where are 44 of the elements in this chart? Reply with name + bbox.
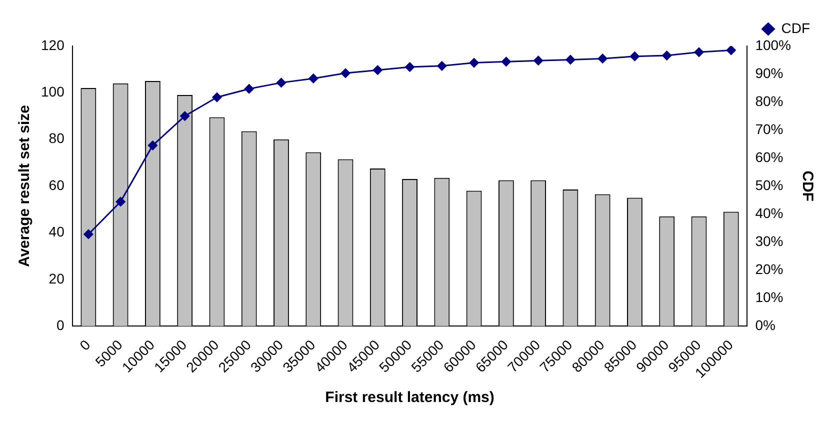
y2-tick-label: 50% bbox=[755, 176, 784, 193]
x-axis-title: First result latency (ms) bbox=[325, 389, 494, 406]
y2-axis-title: CDF bbox=[798, 170, 816, 202]
point bbox=[276, 78, 286, 88]
y-tick-label: 120 bbox=[41, 36, 65, 53]
y2-tick-label: 100% bbox=[755, 36, 792, 53]
point bbox=[662, 50, 672, 60]
y2-tick-label: 10% bbox=[755, 288, 784, 305]
point bbox=[405, 62, 415, 72]
point bbox=[501, 56, 511, 66]
point bbox=[84, 229, 94, 239]
point bbox=[726, 46, 736, 55]
point bbox=[694, 47, 704, 57]
y2-tick-label: 20% bbox=[755, 260, 784, 277]
y2-tick-label: 70% bbox=[755, 120, 784, 137]
point bbox=[244, 84, 254, 94]
y-tick-label: 60 bbox=[48, 176, 65, 193]
y2-tick-label: 90% bbox=[755, 64, 784, 81]
point bbox=[372, 65, 382, 75]
y2-tick-label: 80% bbox=[755, 92, 784, 109]
point bbox=[148, 140, 158, 150]
y-axis-title: Average result set size bbox=[16, 105, 34, 268]
y-tick-label: 100 bbox=[41, 84, 65, 100]
point bbox=[630, 52, 640, 62]
point bbox=[308, 74, 318, 84]
y-tick-label: 40 bbox=[48, 224, 65, 240]
y-tick-label: 80 bbox=[48, 130, 65, 146]
y-tick-label: 20 bbox=[48, 270, 65, 286]
point bbox=[116, 196, 126, 206]
point bbox=[340, 68, 350, 78]
y-tick-label: 0 bbox=[56, 316, 65, 333]
y2-tick-label: 30% bbox=[755, 232, 784, 249]
point bbox=[566, 54, 576, 64]
point bbox=[180, 111, 190, 121]
x-tick-label: 0 bbox=[76, 336, 94, 354]
y2-tick-label: 60% bbox=[755, 148, 784, 165]
point bbox=[469, 58, 479, 68]
y2-tick-label: 40% bbox=[755, 204, 784, 221]
legend-label: CDF bbox=[781, 20, 810, 36]
point bbox=[598, 54, 608, 64]
point bbox=[534, 56, 544, 66]
y2-tick-label: 0% bbox=[755, 316, 776, 333]
point bbox=[212, 92, 222, 102]
point bbox=[437, 61, 447, 71]
